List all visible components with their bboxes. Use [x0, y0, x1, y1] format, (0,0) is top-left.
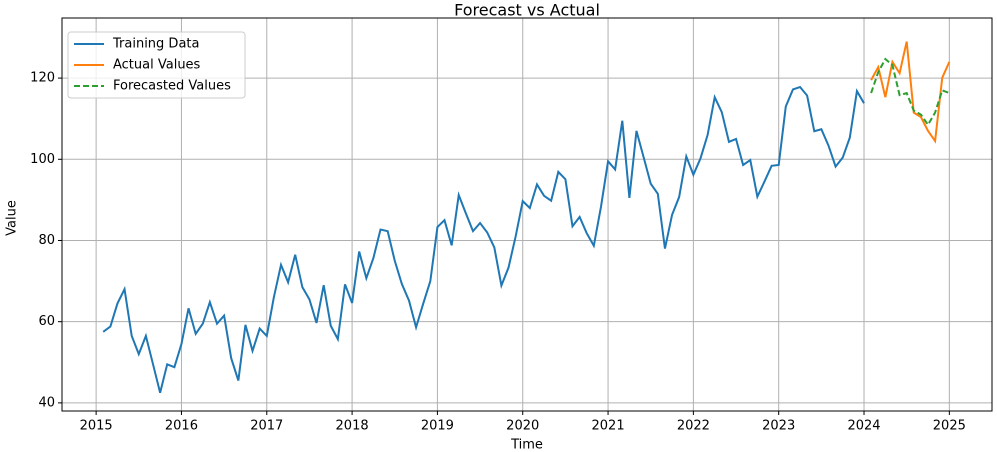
legend-box: [67, 31, 246, 99]
y-tick-label: 40: [38, 395, 55, 410]
x-tick-label: 2018: [336, 419, 369, 434]
line-series: [870, 57, 950, 127]
x-tick-label: 2017: [250, 419, 283, 434]
plot-frame: [61, 17, 993, 412]
y-tick-label: 60: [38, 314, 55, 329]
legend-label: Forecasted Values: [113, 79, 231, 94]
line-series: [102, 85, 865, 393]
x-tick-label: 2025: [933, 419, 966, 434]
legend-label: Actual Values: [113, 58, 201, 73]
x-tick-label: 2024: [847, 419, 880, 434]
x-tick-label: 2020: [506, 419, 539, 434]
x-tick-label: 2015: [80, 419, 113, 434]
y-tick-label: 80: [38, 233, 55, 248]
chart-title: Forecast vs Actual: [454, 1, 600, 20]
x-axis-label: Time: [510, 438, 543, 452]
y-tick-label: 100: [30, 152, 55, 167]
x-tick-label: 2023: [762, 419, 795, 434]
legend-label: Training Data: [112, 37, 199, 52]
line-series: [870, 41, 951, 144]
x-tick-label: 2019: [421, 419, 454, 434]
x-tick-label: 2016: [165, 419, 198, 434]
x-tick-label: 2021: [592, 419, 625, 434]
y-axis-label: Value: [5, 200, 20, 236]
y-tick-label: 120: [30, 71, 55, 86]
x-tick-label: 2022: [677, 419, 710, 434]
